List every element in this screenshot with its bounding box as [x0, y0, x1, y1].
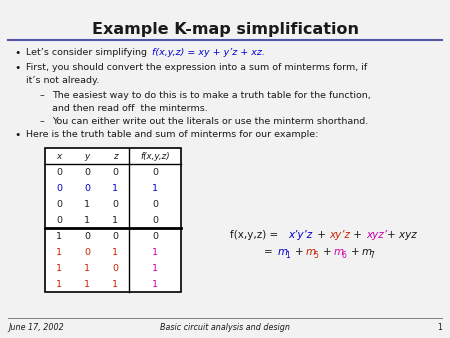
Text: +: +: [314, 230, 329, 240]
Text: xy’z: xy’z: [329, 230, 351, 240]
Text: xyz’: xyz’: [366, 230, 387, 240]
Text: 1: 1: [56, 248, 62, 257]
Text: 1: 1: [56, 264, 62, 273]
Text: 0: 0: [84, 168, 90, 177]
Text: x: x: [56, 152, 62, 161]
Text: m: m: [362, 247, 372, 257]
Text: •: •: [14, 63, 20, 73]
Text: 0: 0: [56, 168, 62, 177]
Text: f(x,y,z) = xy + y’z + xz.: f(x,y,z) = xy + y’z + xz.: [152, 48, 265, 57]
Text: •: •: [14, 130, 20, 140]
Text: x’y’z: x’y’z: [288, 230, 312, 240]
Text: z: z: [112, 152, 117, 161]
Text: 0: 0: [152, 216, 158, 225]
Text: 1: 1: [112, 248, 118, 257]
Text: 1: 1: [56, 232, 62, 241]
Text: 1: 1: [112, 184, 118, 193]
Text: 0: 0: [152, 232, 158, 241]
Text: + xyz: + xyz: [387, 230, 417, 240]
Text: –: –: [40, 91, 45, 100]
Text: 0: 0: [112, 232, 118, 241]
Text: 0: 0: [152, 200, 158, 209]
Text: 1: 1: [84, 200, 90, 209]
Text: 0: 0: [56, 200, 62, 209]
Text: y: y: [85, 152, 90, 161]
Text: +: +: [295, 247, 304, 257]
Text: 1: 1: [437, 323, 442, 332]
Text: Example K-map simplification: Example K-map simplification: [91, 22, 359, 37]
Text: June 17, 2002: June 17, 2002: [8, 323, 64, 332]
Text: You can either write out the literals or use the minterm shorthand.: You can either write out the literals or…: [52, 117, 368, 126]
Text: f(x,y,z): f(x,y,z): [140, 152, 170, 161]
Text: First, you should convert the expression into a sum of minterms form, if: First, you should convert the expression…: [26, 63, 367, 72]
Text: 0: 0: [112, 264, 118, 273]
Text: f(x,y,z) =: f(x,y,z) =: [230, 230, 282, 240]
Text: 5: 5: [313, 251, 318, 261]
Text: +: +: [323, 247, 332, 257]
Text: 1: 1: [152, 184, 158, 193]
Text: 0: 0: [56, 184, 62, 193]
Text: 0: 0: [84, 232, 90, 241]
Text: 1: 1: [152, 248, 158, 257]
Text: 1: 1: [112, 280, 118, 289]
Text: 1: 1: [152, 264, 158, 273]
Text: –: –: [40, 117, 45, 126]
Text: 6: 6: [341, 251, 346, 261]
Text: =: =: [264, 247, 273, 257]
Text: The easiest way to do this is to make a truth table for the function,: The easiest way to do this is to make a …: [52, 91, 371, 100]
Text: •: •: [14, 48, 20, 58]
Text: m: m: [334, 247, 344, 257]
Text: 1: 1: [84, 280, 90, 289]
Text: m: m: [306, 247, 316, 257]
Text: 1: 1: [56, 280, 62, 289]
Text: +: +: [351, 230, 366, 240]
Text: 0: 0: [112, 168, 118, 177]
Text: Basic circuit analysis and design: Basic circuit analysis and design: [160, 323, 290, 332]
Text: 0: 0: [84, 184, 90, 193]
Text: m: m: [278, 247, 288, 257]
Text: 0: 0: [112, 200, 118, 209]
Text: 1: 1: [84, 264, 90, 273]
Text: 1: 1: [152, 280, 158, 289]
Text: 1: 1: [84, 216, 90, 225]
Bar: [45, 148, 181, 292]
Text: Let’s consider simplifying: Let’s consider simplifying: [26, 48, 150, 57]
Text: 7: 7: [369, 251, 374, 261]
Text: 0: 0: [152, 168, 158, 177]
Text: 0: 0: [56, 216, 62, 225]
Text: 1: 1: [112, 216, 118, 225]
Bar: [45, 148, 181, 292]
Text: +: +: [351, 247, 360, 257]
Text: 0: 0: [84, 248, 90, 257]
Text: and then read off  the minterms.: and then read off the minterms.: [52, 104, 208, 113]
Text: 1: 1: [285, 251, 290, 261]
Text: it’s not already.: it’s not already.: [26, 76, 99, 85]
Text: Here is the truth table and sum of minterms for our example:: Here is the truth table and sum of minte…: [26, 130, 319, 139]
